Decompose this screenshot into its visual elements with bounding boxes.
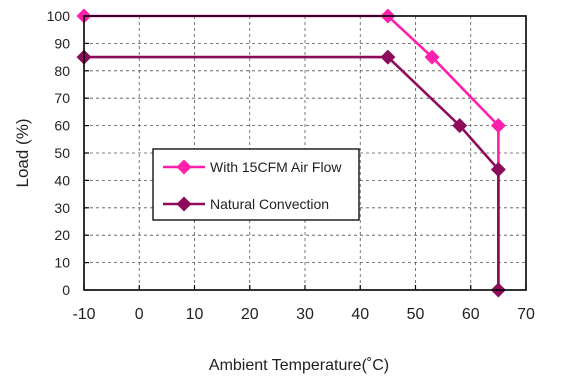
y-tick-label: 80 bbox=[54, 63, 70, 79]
y-tick-label: 50 bbox=[54, 145, 70, 161]
legend-item: Natural Convection bbox=[163, 196, 329, 212]
x-tick-label: 60 bbox=[462, 306, 480, 323]
x-tick-label: 70 bbox=[517, 306, 535, 323]
y-axis-label: Load (%) bbox=[13, 119, 32, 188]
y-tick-label: 60 bbox=[54, 118, 70, 134]
y-tick-label: 20 bbox=[54, 227, 70, 243]
legend-marker bbox=[176, 159, 192, 175]
x-tick-label: 0 bbox=[135, 306, 144, 323]
y-tick-label: 0 bbox=[62, 282, 70, 298]
legend-label: With 15CFM Air Flow bbox=[210, 159, 342, 175]
legend-item: With 15CFM Air Flow bbox=[163, 159, 342, 175]
y-tick-label: 70 bbox=[54, 90, 70, 106]
data-point-marker bbox=[490, 118, 506, 134]
x-axis-label: Ambient Temperature(˚C) bbox=[209, 357, 389, 374]
legend: With 15CFM Air Flow Natural Convection bbox=[152, 148, 360, 221]
y-tick-label: 40 bbox=[54, 172, 70, 188]
y-tick-label: 30 bbox=[54, 200, 70, 216]
x-tick-label: 10 bbox=[186, 306, 204, 323]
data-point-marker bbox=[490, 161, 506, 177]
data-point-marker bbox=[424, 49, 440, 65]
data-point-marker bbox=[452, 118, 468, 134]
x-tick-label: 30 bbox=[296, 306, 314, 323]
y-tick-label: 100 bbox=[47, 8, 71, 24]
x-tick-label: 20 bbox=[241, 306, 259, 323]
x-tick-label: 40 bbox=[351, 306, 369, 323]
legend-label: Natural Convection bbox=[210, 196, 329, 212]
data-point-marker bbox=[380, 49, 396, 65]
y-tick-label: 90 bbox=[54, 35, 70, 51]
x-tick-label: 50 bbox=[407, 306, 425, 323]
y-tick-label: 10 bbox=[54, 255, 70, 271]
legend-marker bbox=[176, 196, 192, 212]
x-tick-label: -10 bbox=[72, 306, 95, 323]
